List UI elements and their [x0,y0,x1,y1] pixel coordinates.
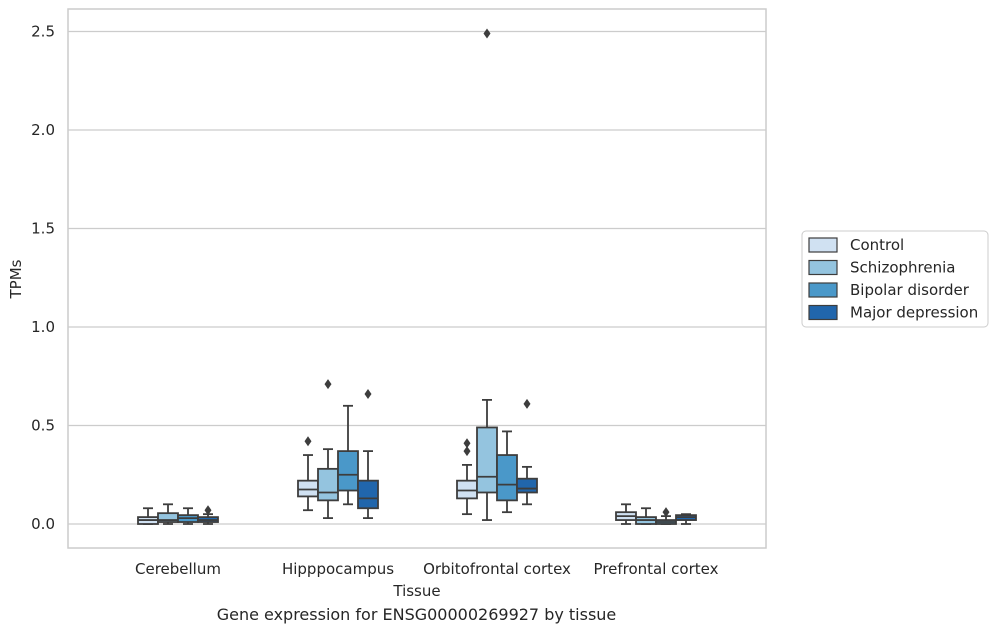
box-body [297,479,319,498]
box-body [337,450,359,492]
y-tick-label: 0.0 [31,515,55,533]
legend-swatch [808,237,838,253]
box [197,505,219,525]
box [297,436,319,512]
legend-swatch [808,259,838,276]
box [177,507,199,525]
box-plot-area [137,28,697,525]
outlier-point [204,505,212,516]
y-tick-label: 0.5 [31,417,55,435]
outlier-point [324,379,332,390]
outlier-point [364,388,372,399]
x-axis-ticks: Cerebellum Hipppocampus Orbitofrontal cort… [135,560,719,578]
box-body [496,454,518,502]
box [496,430,518,514]
box [137,507,159,525]
box-body [516,477,538,494]
y-tick-label: 1.5 [31,220,55,238]
legend-swatch [808,282,838,298]
x-tick-label: Prefrontal cortex [594,560,719,578]
box [615,503,637,525]
outlier-point [523,398,531,409]
legend-label: Major depression [850,304,978,322]
y-tick-label: 2.0 [31,121,55,139]
box [635,507,657,525]
box [337,404,359,506]
y-tick-label: 2.5 [31,23,55,41]
outlier-point [304,436,312,447]
box [655,507,677,525]
box-body [317,467,339,502]
box [357,388,379,519]
box [157,503,179,525]
y-tick-label: 1.0 [31,318,55,336]
legend-frame [801,230,989,328]
x-tick-label: Cerebellum [135,560,221,578]
box-body [456,479,478,500]
box [456,438,478,516]
plot-frame [67,8,767,549]
outlier-point [662,507,670,518]
outlier-point [463,438,471,449]
box-body [476,426,498,494]
chart-caption: Gene expression for ENSG00000269927 by t… [216,605,617,624]
x-axis-label: Tissue [392,582,440,600]
x-tick-label: Hipppocampus [282,560,394,578]
box [516,398,538,506]
box [476,28,498,521]
legend-swatch [808,304,838,321]
legend: Control Schizophrenia Bipolar disorder Majo… [801,230,989,328]
x-tick-label: Orbitofrontal cortex [423,560,571,578]
gridlines [68,30,766,525]
legend-label: Schizophrenia [850,259,955,277]
y-axis-label: TPMs [7,259,25,299]
y-axis-ticks: 0.0 0.5 1.0 1.5 2.0 2.5 [31,23,55,534]
box [317,379,339,519]
outlier-point [483,28,491,39]
legend-label: Bipolar disorder [850,281,970,299]
outlier-point [463,446,471,457]
box-body [357,479,379,510]
box [675,513,697,525]
legend-label: Control [850,236,904,254]
